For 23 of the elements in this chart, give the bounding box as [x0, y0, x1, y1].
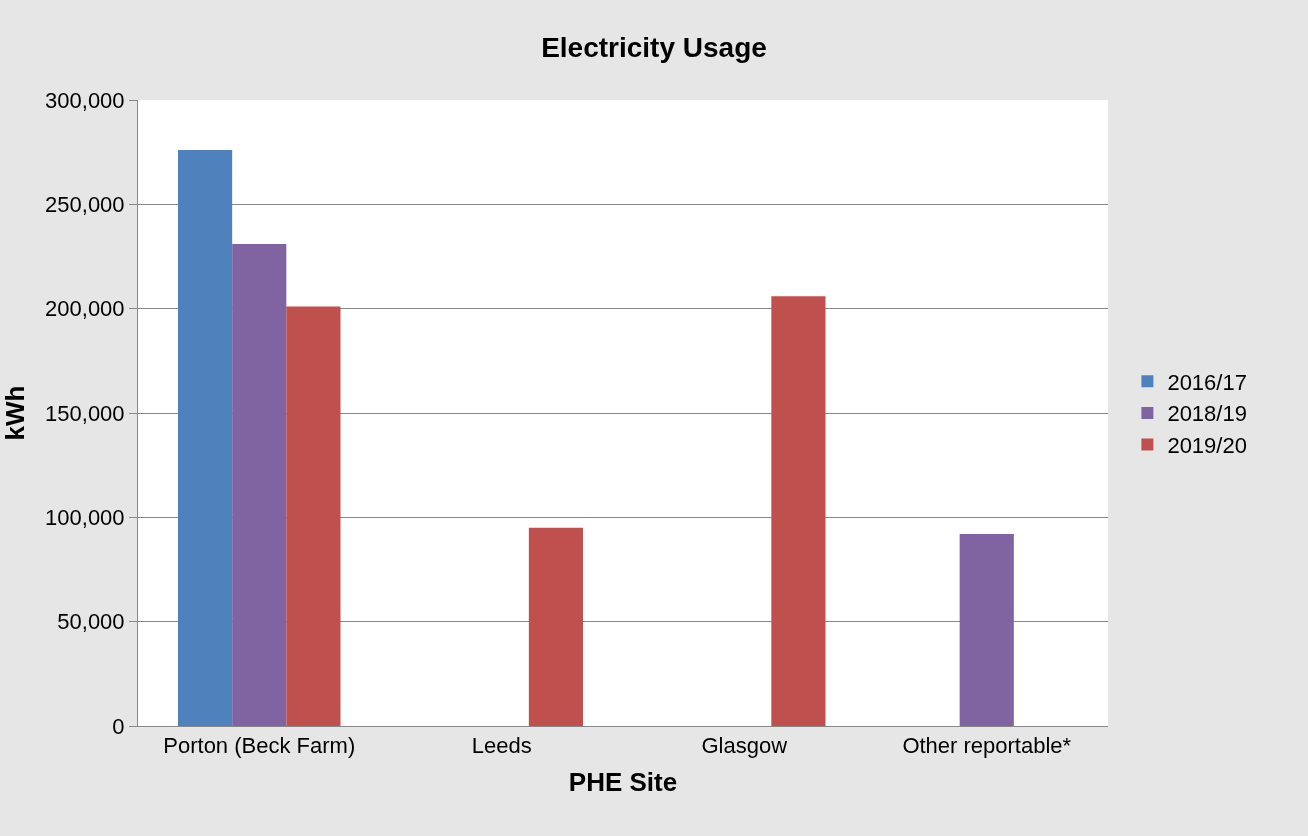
x-tick-label: Glasgow: [701, 733, 788, 759]
y-tick-label: 300,000: [45, 87, 125, 113]
y-tick-label: 200,000: [45, 296, 125, 322]
legend-label: 2019/20: [1167, 433, 1247, 459]
legend-label: 2018/19: [1167, 401, 1247, 427]
y-tick-label: 250,000: [45, 192, 125, 218]
bar: [771, 296, 826, 726]
y-tick-label: 50,000: [57, 609, 125, 635]
x-tick-label: Other reportable*: [902, 733, 1072, 759]
bar: [232, 243, 287, 726]
x-axis-title: PHE Site: [568, 767, 678, 798]
bar: [528, 527, 583, 726]
bar: [959, 534, 1014, 726]
bar: [178, 150, 233, 726]
x-tick-label: Porton (Beck Farm): [163, 733, 356, 759]
x-tick-label: Leeds: [471, 733, 532, 759]
chart-title: Electricity Usage: [541, 32, 767, 64]
y-axis-title: kWh: [0, 385, 30, 441]
y-tick-label: 150,000: [45, 400, 125, 426]
legend-label: 2016/17: [1167, 369, 1247, 395]
y-tick-label: 0: [112, 713, 125, 739]
bar: [286, 306, 341, 726]
y-tick-label: 100,000: [45, 505, 125, 531]
